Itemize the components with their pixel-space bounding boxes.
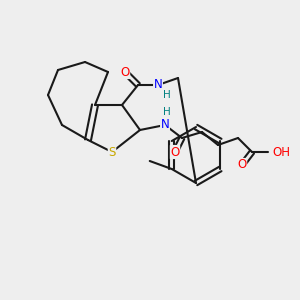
Text: OH: OH — [272, 146, 290, 158]
Text: O: O — [120, 65, 130, 79]
Text: N: N — [154, 79, 162, 92]
Text: H: H — [163, 90, 171, 100]
Text: H: H — [163, 107, 171, 117]
Text: N: N — [160, 118, 169, 131]
Text: S: S — [108, 146, 116, 158]
Text: O: O — [237, 158, 247, 172]
Text: O: O — [170, 146, 180, 158]
